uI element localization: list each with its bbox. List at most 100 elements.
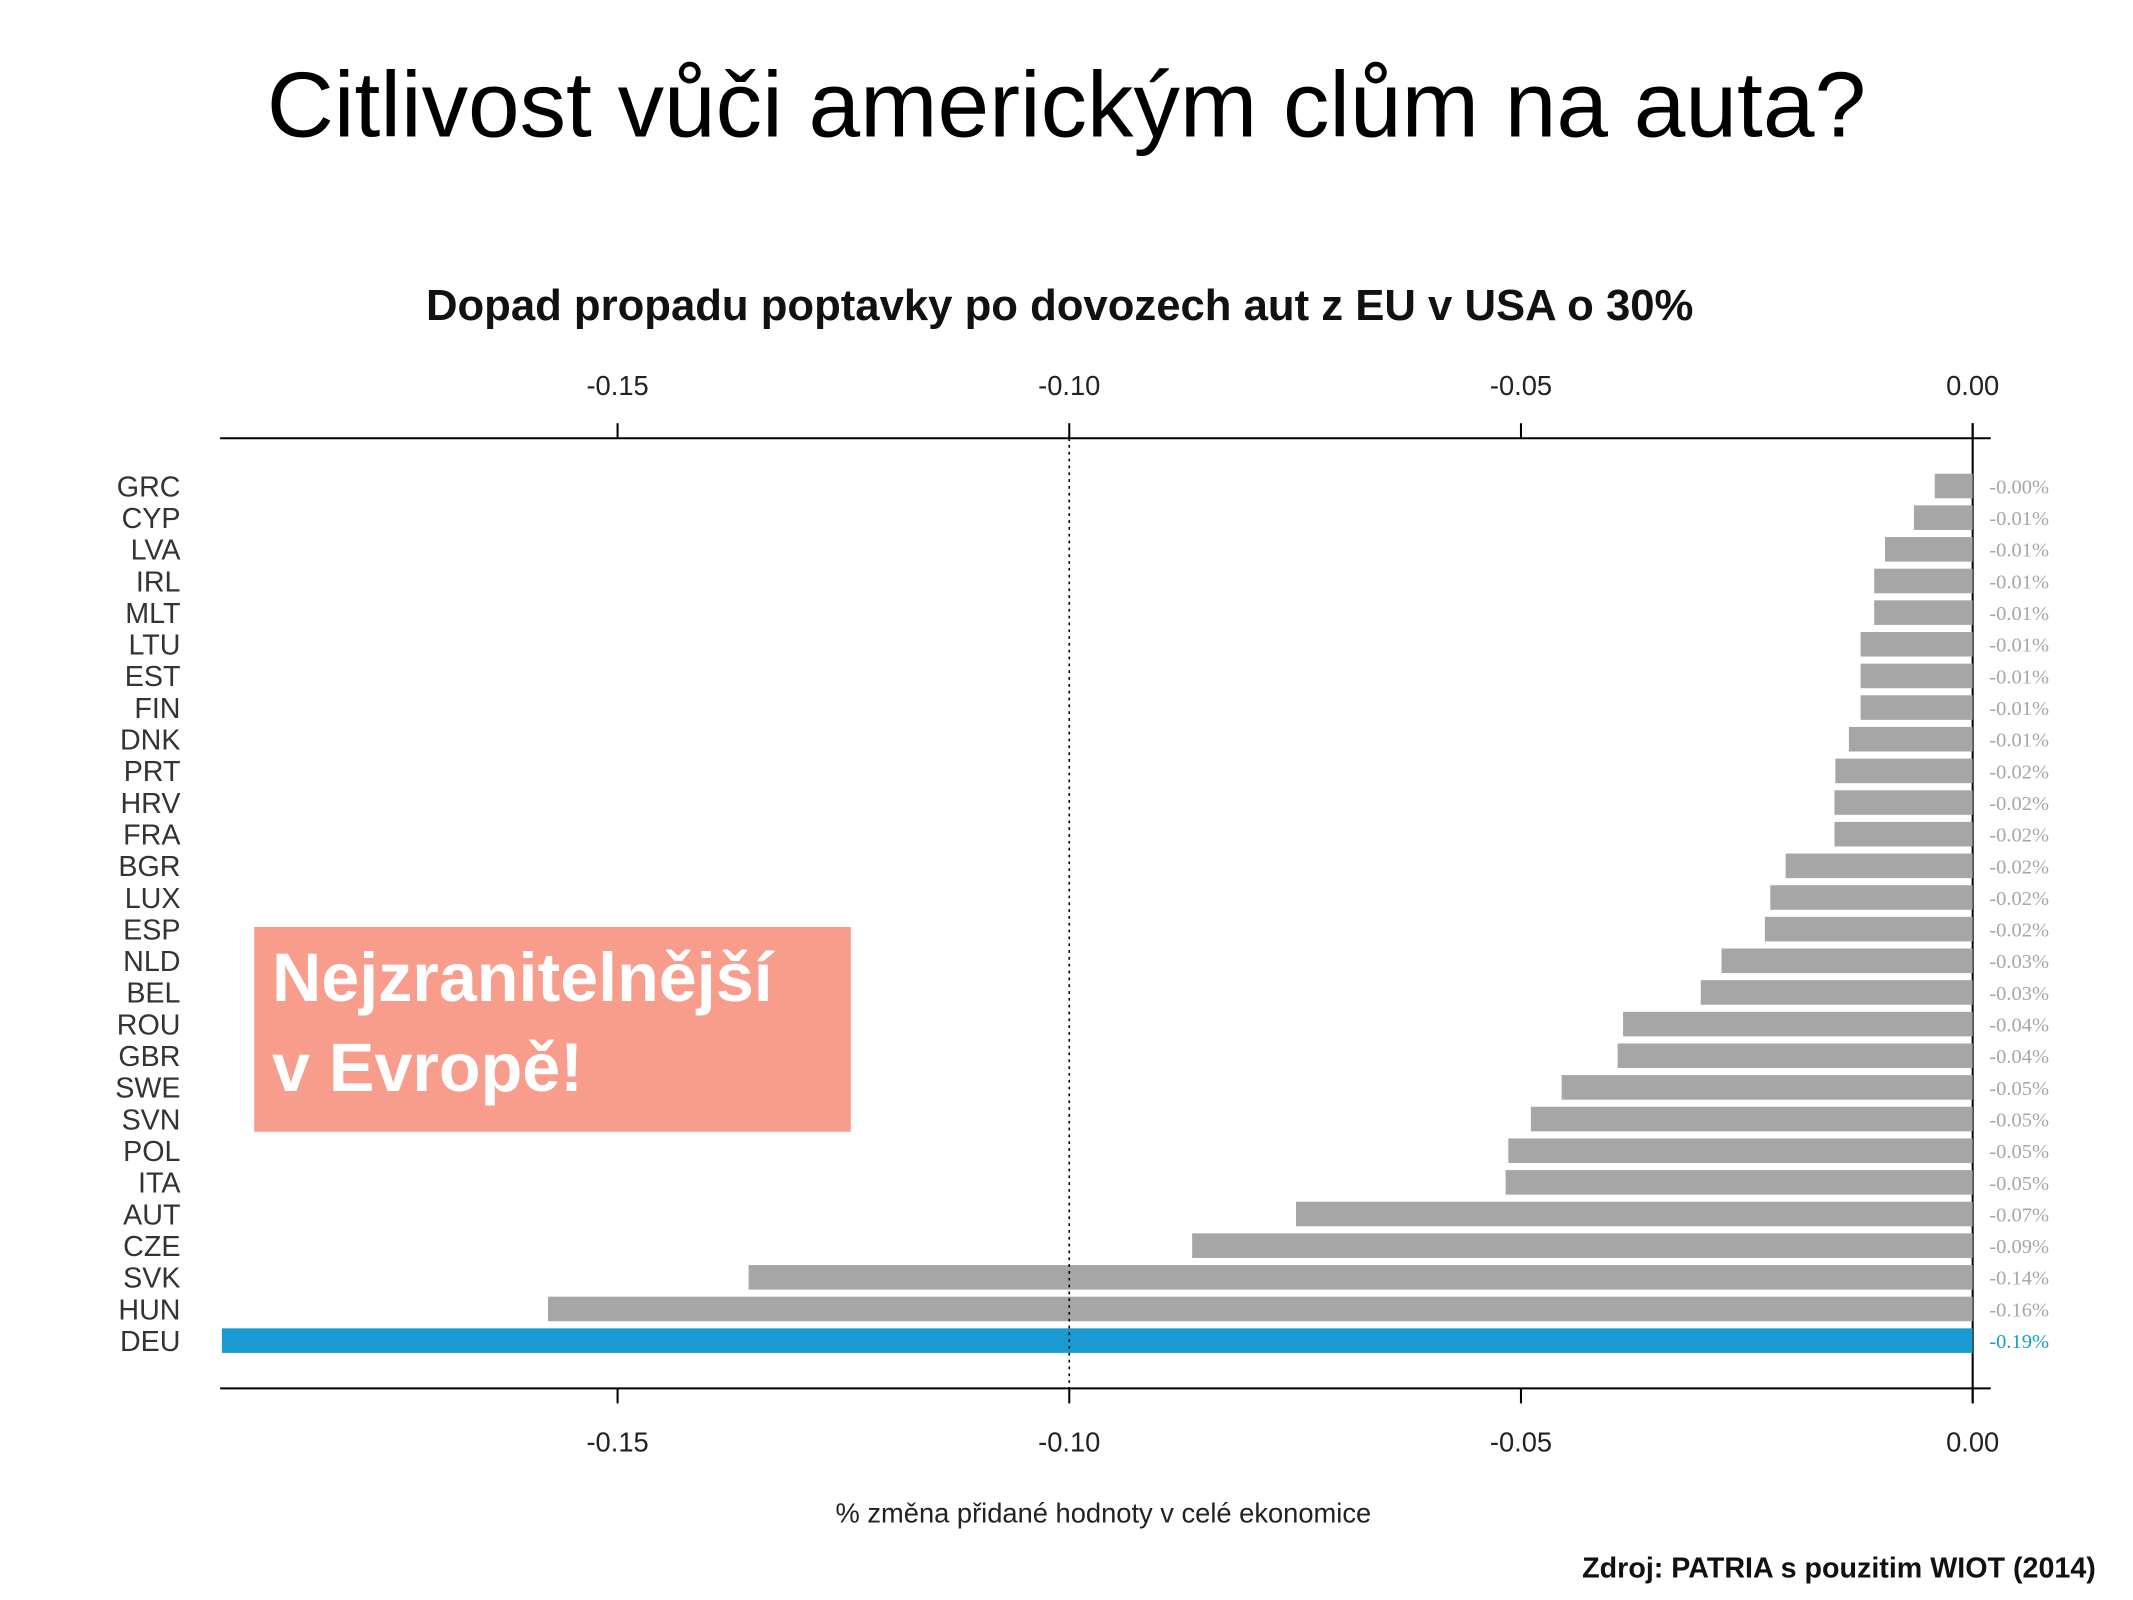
y-tick-label: IRL [136, 566, 181, 598]
bar [1835, 758, 1973, 784]
bar [1561, 1075, 1973, 1100]
y-tick-label: FIN [134, 693, 180, 725]
y-tick-label: LVA [131, 535, 182, 567]
y-tick-label: MLT [125, 598, 180, 630]
value-label: -0.01% [1989, 635, 2049, 657]
bar [1848, 726, 1973, 752]
value-label: -0.02% [1989, 920, 2049, 942]
y-tick-label: SVK [123, 1263, 180, 1295]
value-label: -0.02% [1989, 888, 2049, 910]
value-label: -0.19% [1989, 1331, 2049, 1353]
x-tick-label: -0.05 [1490, 370, 1552, 401]
y-tick-label: HRV [120, 788, 180, 820]
bar [1885, 537, 1973, 562]
y-tick-label: POL [123, 1136, 180, 1168]
annotation: v Evropě! [272, 1030, 583, 1106]
value-label: -0.03% [1989, 951, 2049, 973]
bar [1860, 695, 1973, 720]
y-tick-label: PRT [124, 756, 181, 788]
value-label: -0.09% [1989, 1236, 2049, 1258]
value-label: -0.05% [1989, 1078, 2049, 1100]
value-label: -0.01% [1989, 508, 2049, 530]
bar [1296, 1201, 1973, 1227]
y-tick-label: BEL [126, 978, 180, 1010]
x-tick-label: 0.00 [1946, 1427, 1999, 1458]
bar [1834, 821, 1973, 847]
annotation: Nejzranitelnější [272, 940, 775, 1016]
value-label: -0.01% [1989, 730, 2049, 752]
y-tick-label: LTU [128, 630, 180, 662]
value-label: -0.05% [1989, 1109, 2049, 1131]
chart-title: Dopad propadu poptavky po dovozech aut z… [426, 281, 1693, 330]
bar [748, 1265, 1973, 1290]
y-tick-label: SVN [122, 1104, 181, 1136]
y-tick-label: AUT [123, 1199, 180, 1231]
value-label: -0.16% [1989, 1299, 2049, 1321]
bar [1913, 505, 1973, 530]
value-label: -0.02% [1989, 825, 2049, 847]
bar [1874, 600, 1973, 625]
bar [1508, 1138, 1973, 1163]
y-tick-label: ROU [117, 1009, 181, 1041]
annotation-box [254, 926, 851, 1132]
y-tick-label: ESP [123, 914, 180, 946]
x-axis-label: % změna přidané hodnoty v celé ekonomice [836, 1498, 1372, 1529]
bar [1934, 473, 1973, 499]
x-tick-label: -0.10 [1038, 1427, 1100, 1458]
y-tick-label: DNK [120, 725, 181, 757]
value-label: -0.02% [1989, 793, 2049, 815]
y-tick-label: GBR [118, 1041, 180, 1073]
bar [1764, 916, 1973, 942]
x-tick-label: -0.05 [1490, 1427, 1552, 1458]
bar [1505, 1170, 1973, 1195]
y-tick-label: EST [125, 661, 181, 693]
bar [1530, 1106, 1973, 1132]
bar [1192, 1233, 1973, 1258]
bar [1721, 948, 1973, 974]
bar [1623, 1011, 1973, 1037]
bar [1617, 1043, 1973, 1069]
bar [1700, 980, 1973, 1005]
value-label: -0.01% [1989, 698, 2049, 720]
bar [1860, 663, 1973, 689]
bar [1770, 885, 1973, 910]
value-label: -0.04% [1989, 1015, 2049, 1037]
value-label: -0.04% [1989, 1046, 2049, 1068]
x-tick-label: -0.15 [586, 1427, 648, 1458]
value-label: -0.03% [1989, 983, 2049, 1005]
x-tick-label: -0.10 [1038, 370, 1100, 401]
y-tick-label: BGR [118, 851, 180, 883]
bar [548, 1296, 1973, 1322]
y-tick-label: SWE [115, 1073, 180, 1105]
y-tick-label: NLD [123, 946, 180, 978]
y-tick-label: CYP [122, 503, 181, 535]
value-label: -0.05% [1989, 1173, 2049, 1195]
value-label: -0.01% [1989, 571, 2049, 593]
x-tick-label: -0.15 [586, 370, 648, 401]
y-tick-label: LUX [125, 883, 181, 915]
value-label: -0.07% [1989, 1204, 2049, 1226]
bar [1874, 568, 1973, 594]
y-tick-label: ITA [138, 1168, 181, 1200]
value-label: -0.01% [1989, 540, 2049, 562]
bar [221, 1328, 1973, 1353]
value-label: -0.14% [1989, 1268, 2049, 1290]
bar [1860, 631, 1973, 657]
value-label: -0.02% [1989, 856, 2049, 878]
y-tick-label: HUN [118, 1294, 180, 1326]
value-label: -0.01% [1989, 603, 2049, 625]
x-tick-label: 0.00 [1946, 370, 1999, 401]
y-tick-label: DEU [120, 1326, 181, 1358]
value-label: -0.00% [1989, 476, 2049, 498]
bar [1785, 853, 1973, 879]
value-label: -0.01% [1989, 666, 2049, 688]
y-tick-label: CZE [123, 1231, 180, 1263]
source: Zdroj: PATRIA s pouzitim WIOT (2014) [1582, 1553, 2096, 1585]
value-label: -0.05% [1989, 1141, 2049, 1163]
value-label: -0.02% [1989, 761, 2049, 783]
y-tick-label: FRA [123, 819, 181, 851]
y-tick-label: GRC [117, 471, 181, 503]
page-title: Citlivost vůči americkým clům na auta? [267, 52, 1866, 156]
